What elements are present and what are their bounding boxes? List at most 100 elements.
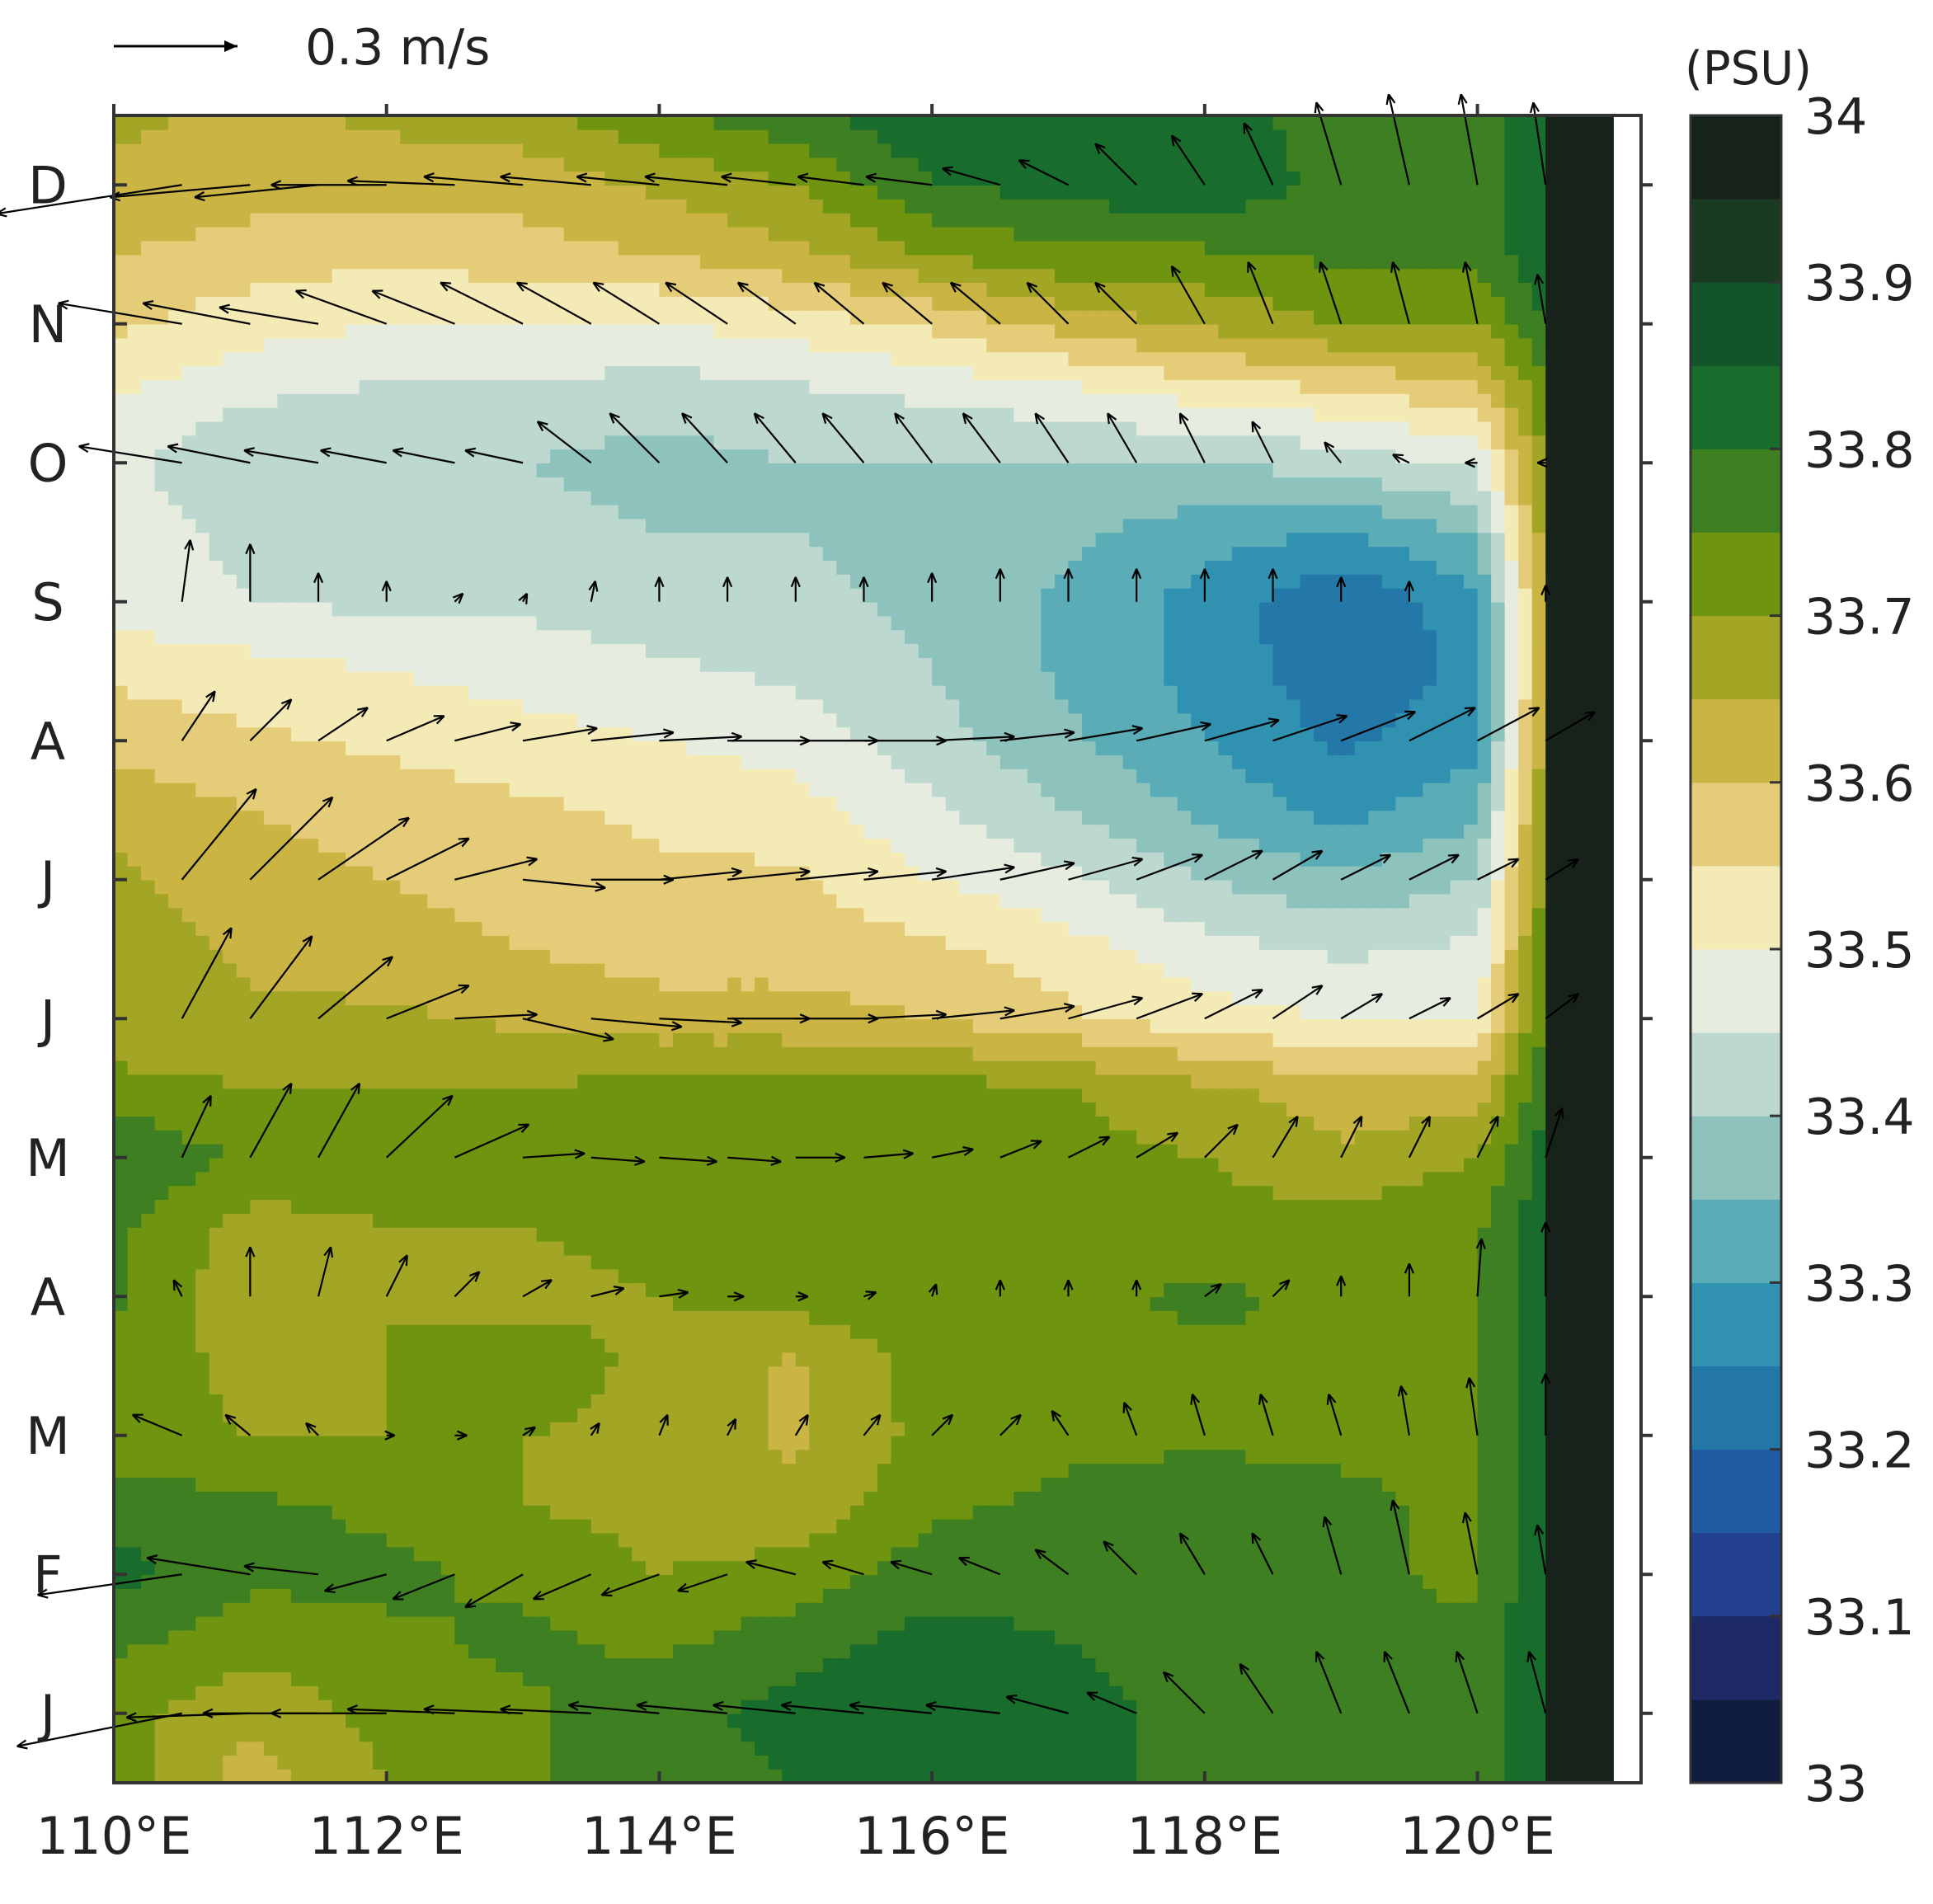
salinity-cell [877,1282,892,1298]
salinity-cell [496,1449,510,1464]
salinity-cell [141,1601,156,1617]
salinity-cell [1082,1615,1097,1631]
salinity-cell [1204,1408,1220,1422]
salinity-cell [932,1199,947,1214]
salinity-cell [1491,1532,1506,1548]
salinity-cell [1014,1282,1028,1298]
salinity-cell [877,1171,892,1187]
salinity-cell [959,1491,974,1506]
salinity-cell [195,1199,210,1214]
salinity-cell [768,1310,783,1325]
salinity-cell [373,1518,388,1534]
salinity-cell [1436,1380,1451,1394]
salinity-cell [1354,1532,1370,1548]
salinity-cell [755,1657,769,1672]
salinity-cell [959,1477,974,1492]
salinity-cell [1491,1505,1506,1520]
salinity-cell [1286,1449,1301,1464]
salinity-cell [250,1518,265,1534]
salinity-cell [1095,1380,1110,1394]
salinity-cell [563,1435,579,1450]
salinity-cell [440,1323,456,1339]
salinity-cell [427,1240,442,1256]
salinity-cell [1518,1213,1533,1228]
salinity-cell [1409,1171,1424,1187]
salinity-cell [1368,1421,1383,1436]
salinity-cell [1177,1408,1192,1422]
salinity-cell [1068,1546,1083,1562]
salinity-cell [659,1657,674,1672]
salinity-cell [523,1505,538,1520]
salinity-cell [891,1477,905,1492]
salinity-cell [999,1560,1015,1576]
salinity-cell [482,1282,496,1298]
salinity-cell [1395,1199,1410,1214]
salinity-cell [1286,1338,1301,1353]
salinity-cell [263,1463,279,1479]
salinity-cell [440,1338,456,1353]
salinity-cell [972,1713,988,1728]
salinity-cell [822,1366,838,1381]
salinity-cell [741,1254,755,1270]
salinity-cell [986,1394,1001,1408]
salinity-cell [1041,1741,1056,1756]
salinity-cell [373,1338,388,1353]
salinity-cell [263,1769,279,1783]
salinity-cell [1450,1601,1465,1617]
salinity-cell [1041,1755,1056,1770]
salinity-cell [1245,1477,1260,1492]
salinity-cell [1095,1477,1110,1492]
salinity-cell [1381,1769,1397,1783]
salinity-cell [1027,1505,1042,1520]
salinity-cell [905,1213,919,1228]
salinity-cell [359,1699,374,1714]
salinity-cell [427,1463,442,1479]
salinity-cell [822,1449,838,1464]
salinity-cell [236,1296,252,1311]
salinity-cell [1464,1435,1479,1450]
salinity-cell [1191,1615,1206,1631]
salinity-cell [536,1338,551,1353]
salinity-cell [277,1323,292,1339]
salinity-cell [496,1254,510,1270]
salinity-cell [1436,1601,1451,1617]
salinity-cell [509,1463,524,1479]
salinity-cell [1068,1366,1083,1381]
salinity-cell [400,1560,415,1576]
salinity-cell [427,1296,442,1311]
salinity-cell [999,1240,1015,1256]
salinity-cell [359,1408,374,1422]
salinity-cell [1327,1268,1343,1284]
salinity-cell [509,1574,524,1589]
salinity-cell [1122,1435,1137,1450]
salinity-cell [154,1505,169,1520]
salinity-cell [632,1254,647,1270]
salinity-cell [277,1254,292,1270]
salinity-cell [127,1199,142,1214]
salinity-cell [1531,1366,1547,1381]
salinity-cell [496,1574,510,1589]
salinity-cell [686,1380,701,1394]
salinity-cell [959,1323,974,1339]
salinity-cell [1314,1282,1329,1298]
salinity-cell [1027,1366,1042,1381]
salinity-cell [727,1546,742,1562]
salinity-cell [713,1615,728,1631]
salinity-cell [346,1505,360,1520]
salinity-cell [509,1477,524,1492]
salinity-cell [563,1366,579,1381]
salinity-cell [440,1518,456,1534]
salinity-cell [154,1463,169,1479]
salinity-cell [1218,1268,1233,1284]
salinity-cell [1477,1185,1492,1201]
salinity-cell [1327,1657,1343,1672]
salinity-cell [509,1421,524,1436]
salinity-cell [700,1254,715,1270]
salinity-cell [1231,1421,1247,1436]
salinity-cell [181,1282,197,1298]
salinity-cell [727,1574,742,1589]
salinity-cell [755,1741,769,1756]
salinity-cell [482,1394,496,1408]
salinity-cell [877,1310,892,1325]
salinity-cell [400,1685,415,1700]
